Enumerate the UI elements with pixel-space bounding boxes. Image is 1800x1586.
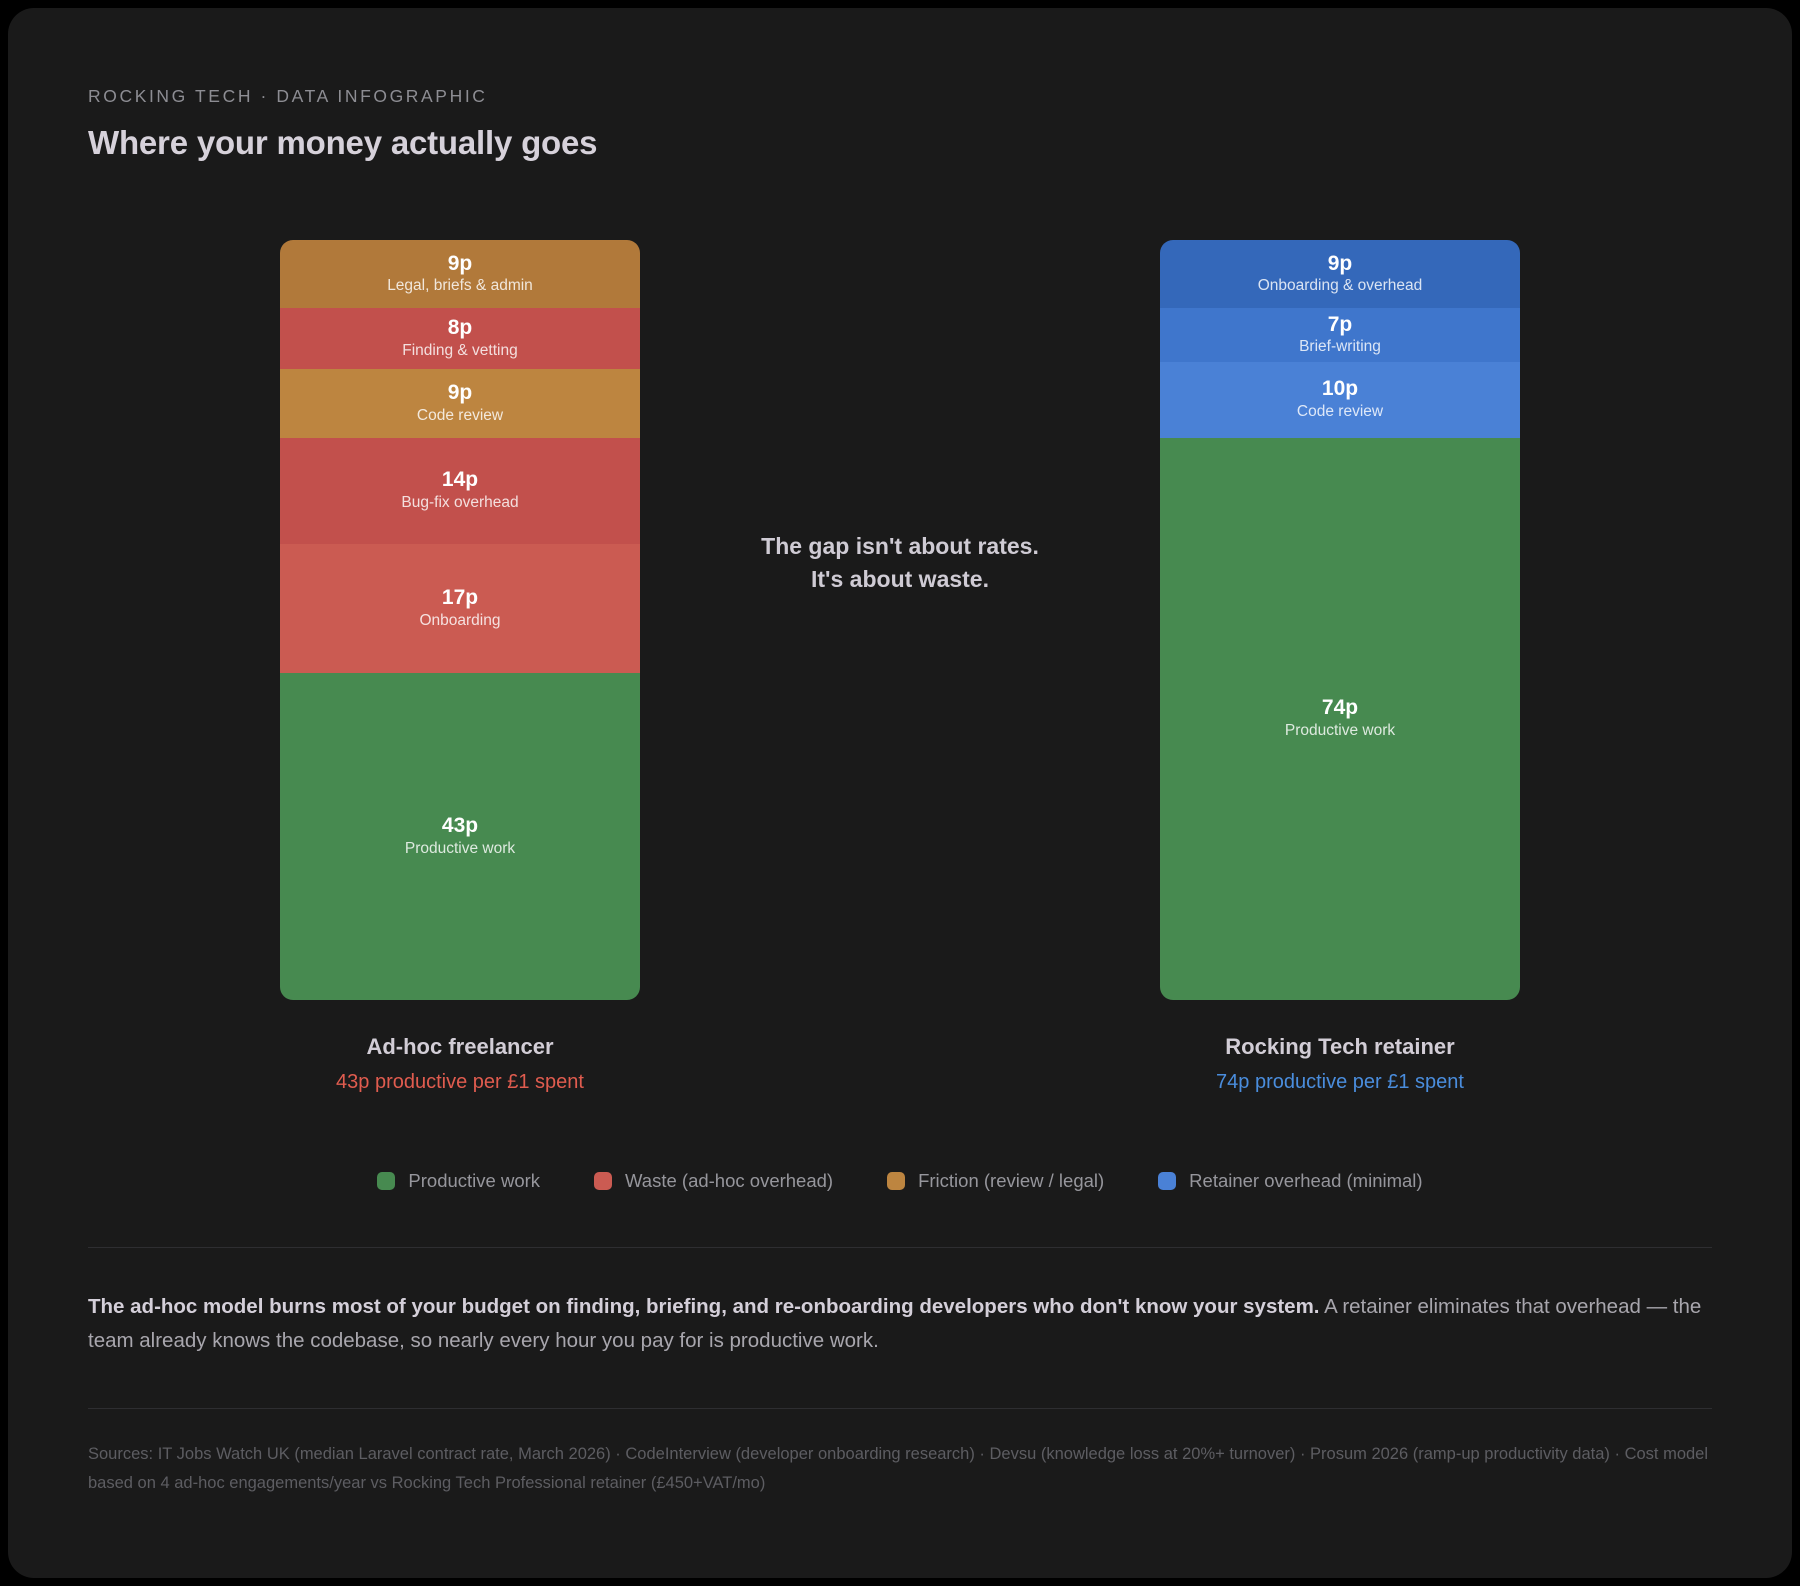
legend-swatch-icon [887, 1172, 906, 1190]
page-title: Where your money actually goes [88, 124, 598, 161]
legend-swatch-icon [1158, 1172, 1177, 1190]
center-annotation-line1: The gap isn't about rates. [761, 533, 1039, 559]
segment-value: 7p [1327, 312, 1353, 336]
bar-title-retainer: Rocking Tech retainer [1225, 1034, 1455, 1059]
segment-label: Brief-writing [1299, 338, 1381, 356]
divider-top [88, 1247, 1712, 1248]
bar-segment: 9p Onboarding & overhead [1160, 240, 1520, 309]
summary-rest: A retainer eliminates that overhead — th… [88, 1295, 1702, 1353]
bar-segment: 9p Code review [280, 369, 640, 438]
segment-value: 14p [441, 468, 479, 492]
legend-swatch-icon [377, 1172, 396, 1190]
stacked-bar-retainer: 9p Onboarding & overhead 7p Brief-writing 10… [1160, 240, 1520, 1000]
center-annotation-line2: It's about waste. [810, 565, 989, 592]
divider-bottom [88, 1408, 1712, 1409]
legend-item: Productive work [377, 1170, 540, 1192]
summary-bold: The ad-hoc model burns most of your budg… [88, 1295, 1320, 1318]
segment-label: Code review [416, 406, 504, 424]
legend-item: Friction (review / legal) [887, 1170, 1104, 1192]
bar-segment: 10p Code review [1160, 361, 1520, 438]
bar-segment: 17p Onboarding [280, 544, 640, 674]
bar-title-freelancer: Ad-hoc freelancer [366, 1034, 554, 1059]
bar-column-retainer: 9p Onboarding & overhead 7p Brief-writing 10… [1160, 240, 1520, 1094]
bar-caption-freelancer: Ad-hoc freelancer 43p productive per £1 … [280, 1034, 640, 1094]
bar-column-freelancer: 9p Legal, briefs & admin 8p Finding & vetti… [280, 240, 640, 1094]
segment-value: 9p [447, 381, 473, 405]
bar-segment: 9p Legal, briefs & admin [280, 240, 640, 309]
bar-segment: 14p Bug-fix overhead [280, 437, 640, 545]
legend-item: Retainer overhead (minimal) [1158, 1170, 1423, 1192]
bar-segment: 43p Productive work [280, 673, 640, 1000]
segment-label: Onboarding & overhead [1257, 277, 1423, 295]
sources-note: Sources: IT Jobs Watch UK (median Larave… [88, 1445, 1709, 1492]
segment-label: Finding & vetting [402, 341, 518, 359]
bar-subtitle-retainer: 74p productive per £1 spent [1216, 1071, 1464, 1093]
segment-label: Code review [1296, 402, 1384, 420]
center-annotation: The gap isn't about rates. It's about wa… [720, 530, 1080, 595]
segment-value: 9p [1327, 251, 1353, 275]
stacked-bar-chart: 9p Legal, briefs & admin 8p Finding & vetti… [8, 240, 1792, 1100]
legend-label: Friction (review / legal) [918, 1170, 1105, 1191]
stacked-bar-freelancer: 9p Legal, briefs & admin 8p Finding & vetti… [280, 240, 640, 1000]
chart-legend: Productive work Waste (ad-hoc overhead) Fr… [8, 1170, 1792, 1192]
legend-label: Retainer overhead (minimal) [1189, 1170, 1423, 1191]
eyebrow-label: ROCKING TECH · DATA INFOGRAPHIC [88, 86, 488, 106]
infographic-canvas: ROCKING TECH · DATA INFOGRAPHIC Where yo… [8, 8, 1792, 1578]
segment-value: 9p [447, 251, 473, 275]
summary-paragraph: The ad-hoc model burns most of your budg… [88, 1290, 1716, 1358]
bar-segment: 74p Productive work [1160, 437, 1520, 1000]
segment-label: Productive work [1284, 722, 1396, 739]
bar-subtitle-freelancer: 43p productive per £1 spent [336, 1071, 584, 1093]
bar-segment: 8p Finding & vetting [280, 308, 640, 370]
segment-label: Onboarding [419, 611, 501, 629]
segment-value: 17p [441, 586, 479, 610]
segment-label: Productive work [404, 839, 516, 857]
segment-label: Legal, briefs & admin [387, 277, 533, 295]
segment-value: 43p [441, 814, 479, 838]
segment-value: 74p [1321, 696, 1359, 720]
bar-caption-retainer: Rocking Tech retainer 74p productive per… [1160, 1034, 1520, 1094]
segment-label: Bug-fix overhead [401, 494, 519, 511]
segment-value: 8p [447, 316, 473, 340]
legend-swatch-icon [594, 1172, 613, 1190]
bar-segment: 7p Brief-writing [1160, 308, 1520, 362]
segment-value: 10p [1321, 377, 1359, 401]
legend-label: Productive work [408, 1170, 541, 1191]
legend-item: Waste (ad-hoc overhead) [594, 1170, 833, 1192]
legend-label: Waste (ad-hoc overhead) [625, 1170, 834, 1191]
